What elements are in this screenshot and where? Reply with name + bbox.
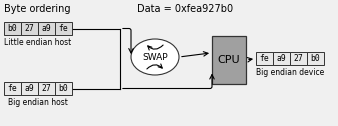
- Text: b0: b0: [8, 24, 17, 33]
- Text: Data = 0xfea927b0: Data = 0xfea927b0: [137, 4, 233, 14]
- Text: 27: 27: [25, 24, 34, 33]
- Text: Big endian device: Big endian device: [256, 68, 324, 77]
- FancyArrowPatch shape: [148, 45, 163, 50]
- Bar: [55, 82, 72, 95]
- Bar: [55, 22, 72, 35]
- Text: Little endian host: Little endian host: [4, 38, 72, 47]
- Bar: [38, 22, 55, 35]
- Text: 27: 27: [42, 84, 51, 93]
- Bar: [212, 36, 246, 84]
- Bar: [21, 82, 38, 95]
- Ellipse shape: [131, 39, 179, 75]
- Text: CPU: CPU: [218, 55, 240, 65]
- Bar: [21, 22, 38, 35]
- Bar: [256, 52, 273, 65]
- Text: b0: b0: [311, 54, 320, 63]
- Text: Big endian host: Big endian host: [8, 98, 68, 107]
- Text: a9: a9: [276, 54, 286, 63]
- Text: a9: a9: [42, 24, 51, 33]
- Bar: [38, 82, 55, 95]
- Text: SWAP: SWAP: [142, 53, 168, 61]
- Text: Byte ordering: Byte ordering: [4, 4, 71, 14]
- Text: a9: a9: [25, 84, 34, 93]
- Text: b0: b0: [58, 84, 68, 93]
- Text: fe: fe: [260, 54, 269, 63]
- Text: fe: fe: [8, 84, 17, 93]
- Bar: [307, 52, 324, 65]
- Text: 27: 27: [294, 54, 304, 63]
- Bar: [4, 82, 21, 95]
- Bar: [290, 52, 307, 65]
- Bar: [273, 52, 290, 65]
- Text: fe: fe: [58, 24, 68, 33]
- FancyArrowPatch shape: [147, 64, 162, 69]
- Bar: [4, 22, 21, 35]
